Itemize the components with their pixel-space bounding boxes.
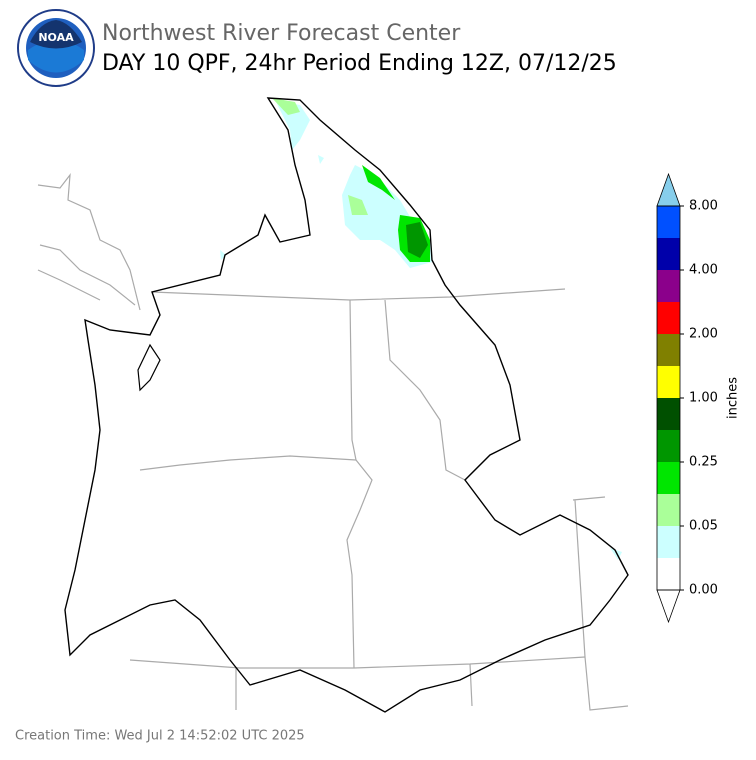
colorbar-extend-below xyxy=(656,589,681,624)
creation-time: Creation Time: Wed Jul 2 14:52:02 UTC 20… xyxy=(15,729,305,744)
colorbar-segment xyxy=(657,302,680,334)
colorbar-segment xyxy=(657,398,680,430)
colorbar-tick-label: 0.05 xyxy=(689,519,718,534)
colorbar-segment xyxy=(657,430,680,462)
colorbar-label: inches xyxy=(726,377,741,419)
colorbar-segment xyxy=(657,206,680,238)
colorbar-segment xyxy=(657,558,680,590)
product-title: DAY 10 QPF, 24hr Period Ending 12Z, 07/1… xyxy=(102,51,617,76)
agency-title: Northwest River Forecast Center xyxy=(102,21,461,46)
colorbar-tick-label: 8.00 xyxy=(689,199,718,214)
boundaries xyxy=(37,173,629,711)
colorbar-extend-above xyxy=(656,172,681,207)
colorbar-tick-label: 1.00 xyxy=(689,391,718,406)
colorbar-segment xyxy=(657,494,680,526)
colorbar-segment xyxy=(657,270,680,302)
colorbar-tick-label: 4.00 xyxy=(689,263,718,278)
colorbar-segment xyxy=(657,462,680,494)
colorbar-segment xyxy=(657,366,680,398)
colorbar-tick-label: 0.25 xyxy=(689,455,718,470)
colorbar-segment xyxy=(657,526,680,558)
puget-sound xyxy=(137,343,161,392)
precip-areas xyxy=(220,98,622,560)
noaa-logo: NOAA xyxy=(17,9,95,87)
colorbar: 0.00 0.05 0.25 1.00 2.00 4.00 8.00 xyxy=(656,172,718,624)
logo-text: NOAA xyxy=(38,31,74,44)
colorbar-tick-label: 0.00 xyxy=(689,583,718,598)
colorbar-segment xyxy=(657,334,680,366)
colorbar-segment xyxy=(657,238,680,270)
colorbar-tick-label: 2.00 xyxy=(689,327,718,342)
basin-outline xyxy=(64,97,629,713)
